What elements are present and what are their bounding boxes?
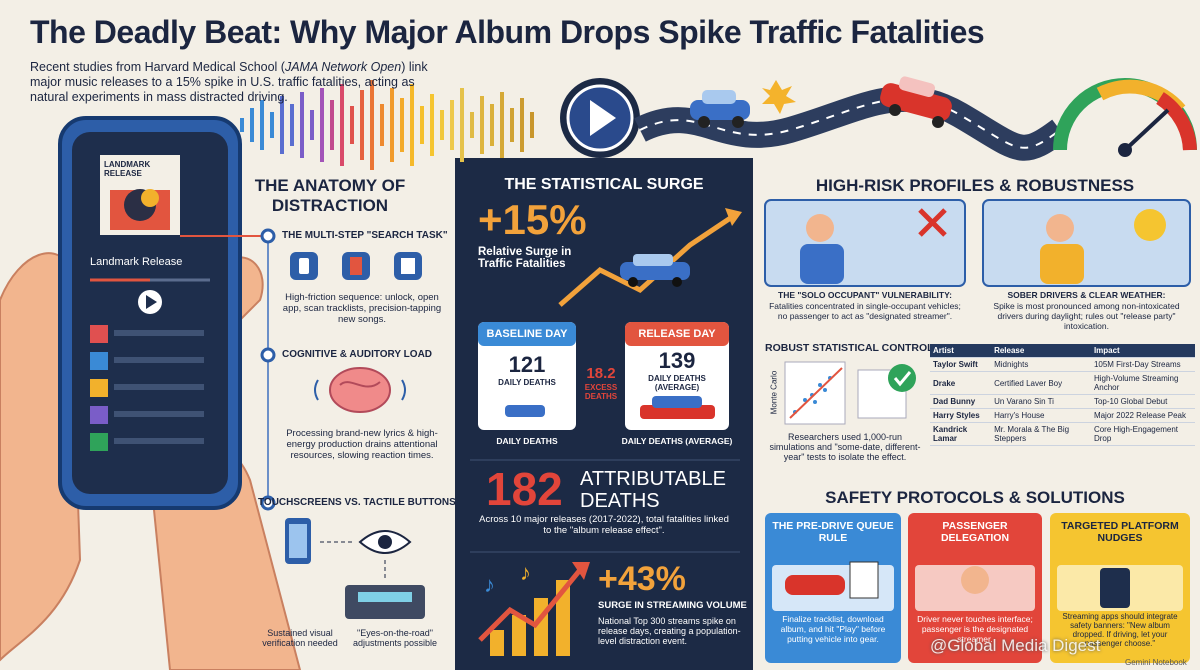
release-table: Artist Release Impact Taylor Swift Midnights…	[930, 344, 1195, 446]
attributable-text: Across 10 major releases (2017-2022), to…	[479, 514, 729, 536]
intro-text: ) link major music releases to a 15% spi…	[30, 60, 428, 104]
safety-cards	[765, 513, 1190, 663]
card-text: Spike is most pronounced among non-intox…	[993, 301, 1180, 331]
caption: Sustained visual verification needed	[262, 628, 338, 648]
touch-vs-buttons	[285, 518, 425, 619]
caption: "Eyes-on-the-road" adjustments possible	[352, 628, 438, 648]
streaming-text: National Top 300 streams spike on releas…	[598, 616, 741, 646]
table-row: Taylor Swift Midnights 105M First-Day Stre…	[930, 357, 1195, 372]
phone	[58, 116, 242, 510]
brain	[314, 367, 406, 413]
svg-text:♪: ♪	[484, 572, 495, 597]
table-cell: Harry's House	[991, 408, 1091, 423]
car-red	[880, 76, 952, 128]
table-cell: 105M First-Day Streams	[1090, 357, 1195, 372]
table-cell: Taylor Swift	[930, 357, 992, 372]
task-icons	[290, 252, 422, 280]
table-cell: Midnights	[991, 357, 1091, 372]
streaming-value: +43%	[598, 560, 686, 598]
table-header: Artist Release Impact	[930, 344, 1195, 358]
calendars	[478, 322, 729, 430]
item-heading: TOUCHSCREENS VS. TACTILE BUTTONS	[258, 497, 456, 508]
streaming-label: SURGE IN STREAMING VOLUME	[598, 600, 747, 611]
card-heading: SOBER DRIVERS & CLEAR WEATHER:	[1007, 290, 1166, 300]
item-heading: COGNITIVE & AUDITORY LOAD	[282, 349, 433, 360]
play-button	[560, 78, 640, 158]
table-header-cell: Release	[991, 344, 1091, 358]
big-stat-caption: Relative Surge in Traffic Fatalities	[478, 246, 572, 270]
calendar-value: 139	[658, 348, 696, 373]
excess-value: 18.2	[586, 365, 616, 382]
calendar-value: 121	[508, 352, 546, 377]
table-row: Drake Certified Laver Boy High-Volume Stre…	[930, 371, 1195, 395]
table-cell: Drake	[930, 371, 992, 395]
controls-text: Researchers used 1,000-run simulations a…	[769, 432, 921, 462]
sound-wave	[240, 80, 534, 170]
attributable-label: ATTRIBUTABLE DEATHS	[580, 468, 726, 512]
track-name: Landmark Release	[90, 256, 183, 268]
table-cell: Top-10 Global Debut	[1090, 394, 1195, 409]
card-text: Finalize tracklist, download album, and …	[780, 614, 886, 644]
item-text: High-friction sequence: unlock, open app…	[282, 292, 442, 325]
table-cell: Certified Laver Boy	[991, 371, 1091, 395]
section-title: THE STATISTICAL SURGE	[504, 176, 704, 193]
table-cell: Major 2022 Release Peak	[1090, 408, 1195, 423]
card-text: Streaming apps should integrate safety b…	[1062, 612, 1178, 648]
watermark-sub: Gemini Notebook	[1125, 658, 1187, 667]
calendar-label: BASELINE DAY	[486, 328, 568, 340]
controls-title: ROBUST STATISTICAL CONTROLS	[765, 342, 941, 354]
table-header-cell: Artist	[930, 344, 992, 358]
calendar-label: RELEASE DAY	[638, 328, 716, 340]
album-label: LANDMARK RELEASE	[104, 160, 151, 178]
section-title: HIGH-RISK PROFILES & ROBUSTNESS	[815, 176, 1135, 195]
calendar-unit: DAILY DEATHS (AVERAGE)	[648, 374, 706, 392]
attributable-value: 182	[486, 463, 563, 515]
item-heading: THE MULTI-STEP "SEARCH TASK"	[282, 230, 448, 241]
watermark: @Global Media Digest	[930, 636, 1101, 655]
gauge	[1053, 78, 1197, 157]
section-title: SAFETY PROTOCOLS & SOLUTIONS	[825, 488, 1125, 507]
big-stat: +15%	[478, 196, 587, 243]
calendar-caption: DAILY DEATHS	[496, 436, 558, 446]
item-text: Processing brand-new lyrics & high-energ…	[286, 428, 438, 461]
table-cell: Core High-Engagement Drop	[1090, 422, 1195, 446]
intro: Recent studies from Harvard Medical Scho…	[30, 60, 450, 105]
table-cell: Mr. Morala & The Big Steppers	[991, 422, 1091, 446]
table-row: Kandrick Lamar Mr. Morala & The Big Stepp…	[930, 422, 1195, 446]
card-heading: THE PRE-DRIVE QUEUE RULE	[772, 520, 894, 544]
intro-text: Recent studies from Harvard Medical Scho…	[30, 60, 285, 74]
calendar-caption: DAILY DEATHS (AVERAGE)	[621, 436, 733, 446]
section-title: THE ANATOMY OF DISTRACTION	[254, 176, 406, 215]
card-heading: THE "SOLO OCCUPANT" VULNERABILITY:	[778, 290, 952, 300]
profile-images	[764, 199, 1191, 287]
card-text: Fatalities concentrated in single-occupa…	[769, 301, 961, 321]
calendar-unit: DAILY DEATHS	[498, 378, 556, 387]
title: The Deadly Beat: Why Major Album Drops S…	[30, 14, 985, 50]
intro-journal: JAMA Network Open	[284, 60, 402, 74]
crash-burst	[762, 80, 796, 114]
car-blue	[690, 90, 750, 128]
excess-label: EXCESS DEATHS	[584, 383, 618, 401]
table-cell: High-Volume Streaming Anchor	[1090, 371, 1195, 395]
axis-label: Monte Carlo	[769, 370, 779, 415]
table-cell: Dad Bunny	[930, 394, 992, 409]
monte-carlo	[784, 361, 916, 425]
table-cell: Un Varano Sin Ti	[991, 394, 1091, 409]
table-cell: Harry Styles	[930, 408, 992, 423]
card-heading: TARGETED PLATFORM NUDGES	[1061, 520, 1179, 544]
streaming-chart: ♪ ♪	[478, 560, 590, 656]
table-header-cell: Impact	[1090, 344, 1195, 358]
svg-text:♪: ♪	[520, 560, 531, 585]
card-text: Driver never touches interface; passenge…	[917, 614, 1033, 644]
card-heading: PASSENGER DELEGATION	[940, 520, 1010, 544]
table-row: Dad Bunny Un Varano Sin Ti Top-10 Global D…	[930, 394, 1195, 409]
table-cell: Kandrick Lamar	[930, 422, 992, 446]
table-row: Harry Styles Harry's House Major 2022 Rele…	[930, 408, 1195, 423]
surge-chart	[558, 208, 742, 307]
